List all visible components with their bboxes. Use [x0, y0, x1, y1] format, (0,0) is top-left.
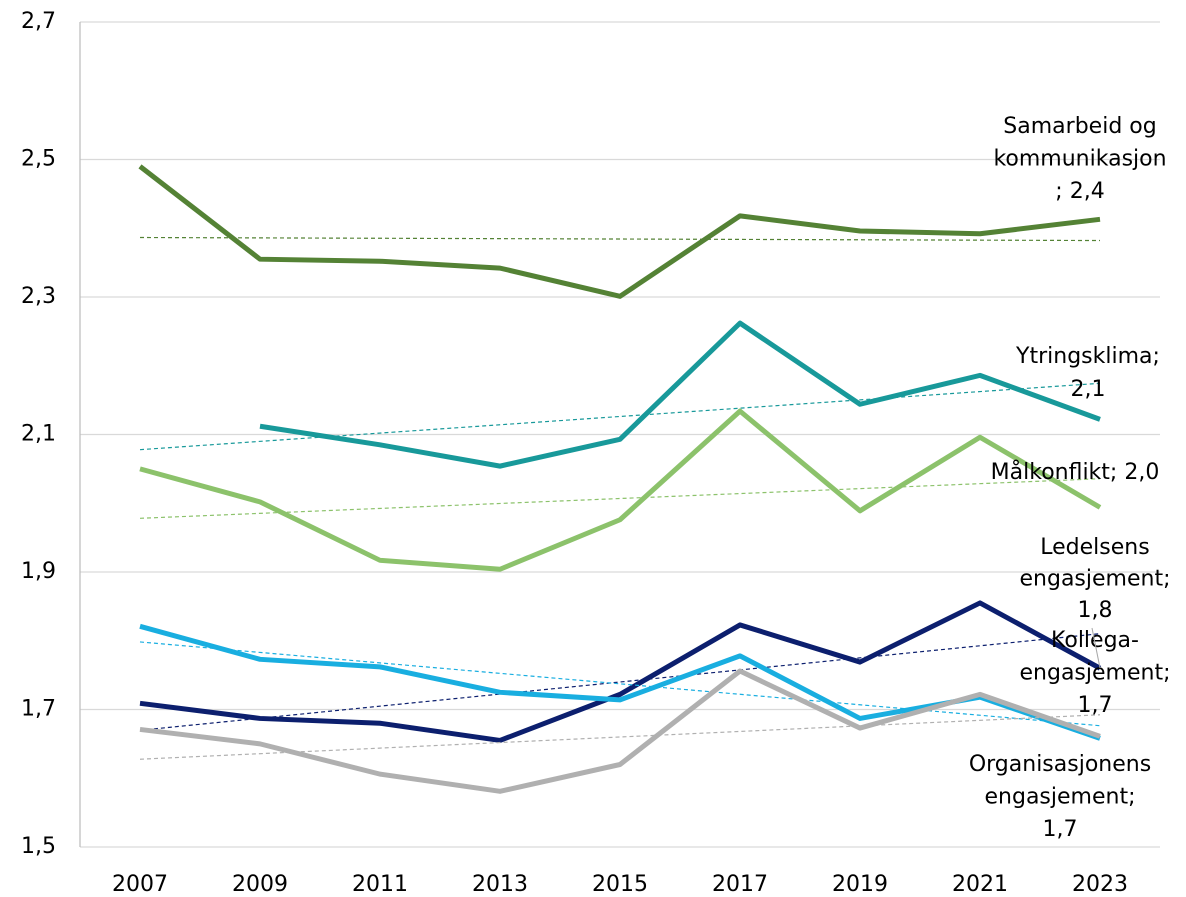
series-label: 1,8	[1078, 598, 1113, 623]
series-label: ; 2,4	[1055, 179, 1104, 204]
x-tick-label: 2015	[592, 872, 648, 897]
series-line	[138, 164, 1101, 299]
series-label: 1,7	[1043, 817, 1078, 842]
leader-line	[1091, 627, 1101, 669]
series-label: engasjement;	[1020, 567, 1171, 592]
trend-line	[139, 478, 1101, 519]
x-tick-label: 2013	[472, 872, 528, 897]
x-tick-label: 2017	[712, 872, 768, 897]
y-tick-label: 1,9	[21, 559, 56, 584]
series-label: engasjement;	[1020, 661, 1171, 686]
y-tick-label: 2,5	[21, 147, 56, 172]
series-label: Ytringsklima;	[1015, 344, 1160, 369]
series-label: Ledelsens	[1040, 535, 1149, 560]
y-tick-label: 2,7	[21, 9, 56, 34]
series-label: Organisasjonens	[969, 752, 1151, 777]
trend-line	[139, 633, 1101, 731]
trend-line	[139, 714, 1101, 760]
x-tick-label: 2019	[832, 872, 888, 897]
y-tick-label: 1,7	[21, 697, 56, 722]
series-line	[139, 668, 1101, 794]
y-tick-label: 1,5	[21, 834, 56, 859]
series-label: 2,1	[1071, 377, 1106, 402]
trend-line	[139, 382, 1101, 451]
x-tick-label: 2023	[1072, 872, 1128, 897]
x-tick-label: 2021	[952, 872, 1008, 897]
series-line	[139, 408, 1102, 572]
series-label: Målkonflikt; 2,0	[991, 459, 1160, 485]
series-line	[259, 320, 1101, 469]
x-tick-label: 2009	[232, 872, 288, 897]
y-tick-label: 2,1	[21, 422, 56, 447]
series-label: kommunikasjon	[993, 147, 1166, 172]
series-label: engasjement;	[985, 785, 1136, 810]
y-tick-label: 2,3	[21, 284, 56, 309]
trend-line	[139, 641, 1101, 727]
series-label: 1,7	[1078, 693, 1113, 718]
trend-line	[139, 236, 1101, 242]
x-tick-label: 2011	[352, 872, 408, 897]
x-tick-label: 2007	[112, 872, 168, 897]
series-label: Samarbeid og	[1003, 114, 1156, 139]
series-line	[139, 600, 1102, 743]
